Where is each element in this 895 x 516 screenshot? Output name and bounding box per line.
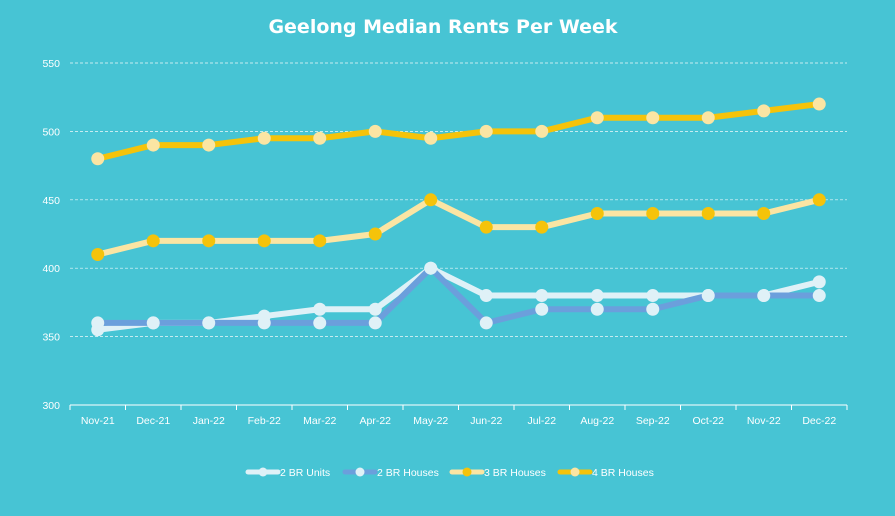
legend-label: 3 BR Houses xyxy=(484,467,546,479)
data-point xyxy=(146,234,160,248)
data-point xyxy=(646,206,660,220)
chart-title: Geelong Median Rents Per Week xyxy=(268,16,617,38)
legend-item: 3 BR Houses xyxy=(449,467,546,479)
y-tick-label: 300 xyxy=(42,400,60,412)
series-line xyxy=(94,101,823,162)
y-tick-label: 450 xyxy=(42,195,60,207)
data-point xyxy=(479,316,493,330)
legend-swatch-marker xyxy=(462,467,472,477)
data-point xyxy=(646,289,660,303)
x-tick-label: May-22 xyxy=(413,415,448,427)
legend-swatch-marker xyxy=(355,467,365,477)
legend-label: 2 BR Units xyxy=(280,467,330,479)
x-tick-label: Nov-22 xyxy=(747,415,781,427)
data-point xyxy=(91,152,105,166)
data-point xyxy=(313,302,327,316)
data-point xyxy=(535,220,549,234)
x-tick-label: Apr-22 xyxy=(359,415,391,427)
legend-swatch-marker xyxy=(570,467,580,477)
data-point xyxy=(202,316,216,330)
x-tick-label: Oct-22 xyxy=(692,415,724,427)
y-tick-label: 500 xyxy=(42,126,60,138)
x-tick-label: Dec-22 xyxy=(802,415,836,427)
x-tick-label: Mar-22 xyxy=(303,415,336,427)
series-line xyxy=(94,265,823,326)
y-tick-label: 400 xyxy=(42,263,60,275)
legend-swatch-marker xyxy=(258,467,268,477)
series-3-br-houses xyxy=(91,193,826,262)
data-point xyxy=(590,206,604,220)
data-point xyxy=(812,97,826,111)
legend-item: 2 BR Houses xyxy=(342,467,439,479)
data-point xyxy=(535,289,549,303)
legend-label: 2 BR Houses xyxy=(377,467,439,479)
data-point xyxy=(313,131,327,145)
x-tick-label: Sep-22 xyxy=(636,415,670,427)
y-tick-label: 350 xyxy=(42,332,60,344)
x-tick-label: Aug-22 xyxy=(580,415,614,427)
data-point xyxy=(257,234,271,248)
data-point xyxy=(146,138,160,152)
x-tick-label: Jan-22 xyxy=(193,415,225,427)
legend-item: 2 BR Units xyxy=(245,467,330,479)
y-tick-label: 550 xyxy=(42,58,60,70)
gridlines xyxy=(70,62,847,337)
data-point xyxy=(479,289,493,303)
data-point xyxy=(368,316,382,330)
data-point xyxy=(701,289,715,303)
data-point xyxy=(368,124,382,138)
series-4-br-houses xyxy=(91,97,826,166)
data-point xyxy=(812,275,826,289)
data-point xyxy=(313,234,327,248)
data-point xyxy=(590,111,604,125)
data-point xyxy=(202,138,216,152)
data-point xyxy=(424,193,438,207)
data-point xyxy=(757,289,771,303)
data-point xyxy=(535,302,549,316)
data-point xyxy=(91,248,105,262)
data-point xyxy=(313,316,327,330)
x-tick-label: Jun-22 xyxy=(470,415,502,427)
x-tick-label: Jul-22 xyxy=(527,415,556,427)
axes: 300 350 400 450 500 550 Nov-21 Dec-21 Jan-22 Feb-… xyxy=(42,58,848,427)
data-point xyxy=(812,289,826,303)
data-point xyxy=(257,131,271,145)
x-tick-label: Feb-22 xyxy=(248,415,281,427)
data-point xyxy=(590,302,604,316)
data-point xyxy=(424,261,438,275)
data-point xyxy=(202,234,216,248)
data-point xyxy=(701,206,715,220)
data-point xyxy=(368,227,382,241)
data-point xyxy=(757,206,771,220)
data-point xyxy=(146,316,160,330)
data-point xyxy=(535,124,549,138)
data-point xyxy=(646,111,660,125)
data-point xyxy=(590,289,604,303)
data-point xyxy=(646,302,660,316)
data-point xyxy=(701,111,715,125)
data-point xyxy=(757,104,771,118)
data-point xyxy=(812,193,826,207)
data-point xyxy=(368,302,382,316)
series-line xyxy=(94,196,823,258)
x-tick-label: Nov-21 xyxy=(81,415,115,427)
data-point xyxy=(91,316,105,330)
series-group xyxy=(91,97,826,337)
data-point xyxy=(257,316,271,330)
series-2-br-houses xyxy=(91,261,826,330)
legend-label: 4 BR Houses xyxy=(592,467,654,479)
legend-item: 4 BR Houses xyxy=(557,467,654,479)
data-point xyxy=(479,124,493,138)
data-point xyxy=(424,131,438,145)
legend: 2 BR Units 2 BR Houses 3 BR Houses 4 BR Hou… xyxy=(245,467,654,479)
x-tick-label: Dec-21 xyxy=(136,415,170,427)
data-point xyxy=(479,220,493,234)
